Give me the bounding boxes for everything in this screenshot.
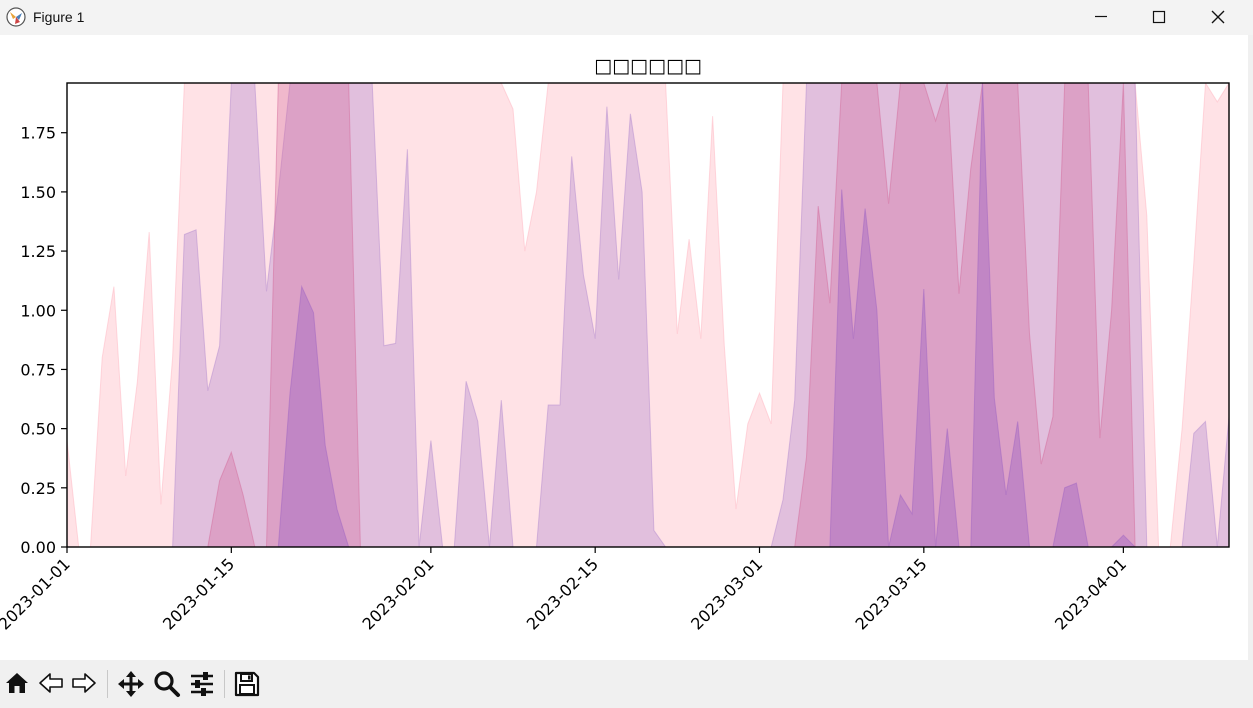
area-series-edge-mauve: [207, 83, 1136, 547]
area-series-group: [67, 83, 1229, 547]
area-series-edge-pink: [67, 83, 1229, 547]
x-tick-label: 2023-01-01: [0, 554, 74, 633]
area-series-edge-dark_purple: [277, 83, 1136, 547]
pan-button[interactable]: [115, 668, 145, 700]
y-tick-label: 0.00: [20, 538, 56, 557]
x-tick-label: 2023-02-15: [523, 554, 602, 633]
area-chart: 0.00 0.25 0.50 0.75 1.00 1.25 1.50 1.75 2023-01…: [0, 55, 1230, 634]
matplotlib-app-icon: [6, 7, 26, 27]
area-series-edge-purple: [172, 83, 1229, 547]
close-icon: [1211, 10, 1225, 24]
forward-icon: [72, 673, 96, 693]
plot-frame: [66, 82, 1230, 548]
area-series-mauve: [207, 83, 1136, 547]
plot-area: [67, 83, 1229, 547]
figure-canvas: 0.00 0.25 0.50 0.75 1.00 1.25 1.50 1.75 2023-01…: [0, 35, 1248, 660]
y-tick-label: 1.75: [20, 124, 56, 143]
window-title: Figure 1: [33, 9, 85, 25]
zoom-button[interactable]: [151, 668, 181, 700]
maximize-button[interactable]: [1130, 0, 1188, 35]
configure-subplots-button[interactable]: [186, 668, 216, 700]
back-button[interactable]: [36, 668, 66, 700]
area-series-purple: [172, 83, 1229, 547]
x-tick-label: 2023-03-15: [851, 554, 930, 633]
chart-title: □□□□□□: [594, 55, 702, 77]
minimize-button[interactable]: [1072, 0, 1130, 35]
y-tick-label: 0.50: [20, 420, 56, 439]
configure-icon: [191, 672, 213, 696]
y-tick-label: 1.50: [20, 183, 56, 202]
x-axis: 2023-01-01 2023-01-15 2023-02-01 2023-02-15…: [0, 547, 1130, 634]
toolbar-separator: [107, 670, 108, 698]
home-icon: [6, 673, 28, 693]
window-right-edge: [1248, 35, 1253, 708]
save-icon: [234, 671, 260, 697]
area-series-dark_purple: [278, 83, 1136, 547]
forward-button[interactable]: [69, 668, 99, 700]
y-axis: 0.00 0.25 0.50 0.75 1.00 1.25 1.50 1.75: [20, 124, 67, 557]
back-icon: [39, 673, 63, 693]
y-tick-label: 1.00: [20, 301, 56, 320]
close-button[interactable]: [1189, 0, 1247, 35]
x-tick-label: 2023-03-01: [687, 554, 766, 633]
pan-icon: [118, 671, 144, 697]
navigation-toolbar: [0, 660, 1248, 708]
toolbar-separator: [224, 670, 225, 698]
x-tick-label: 2023-01-15: [159, 554, 238, 633]
y-tick-label: 0.75: [20, 360, 56, 379]
home-button[interactable]: [2, 668, 32, 700]
y-tick-label: 1.25: [20, 242, 56, 261]
x-tick-label: 2023-04-01: [1051, 554, 1130, 633]
save-button[interactable]: [231, 668, 261, 700]
y-tick-label: 0.25: [20, 479, 56, 498]
minimize-icon: [1095, 15, 1107, 18]
window-titlebar: Figure 1: [0, 0, 1253, 35]
maximize-icon: [1152, 10, 1166, 24]
zoom-icon: [154, 671, 180, 697]
x-tick-label: 2023-02-01: [359, 554, 438, 633]
